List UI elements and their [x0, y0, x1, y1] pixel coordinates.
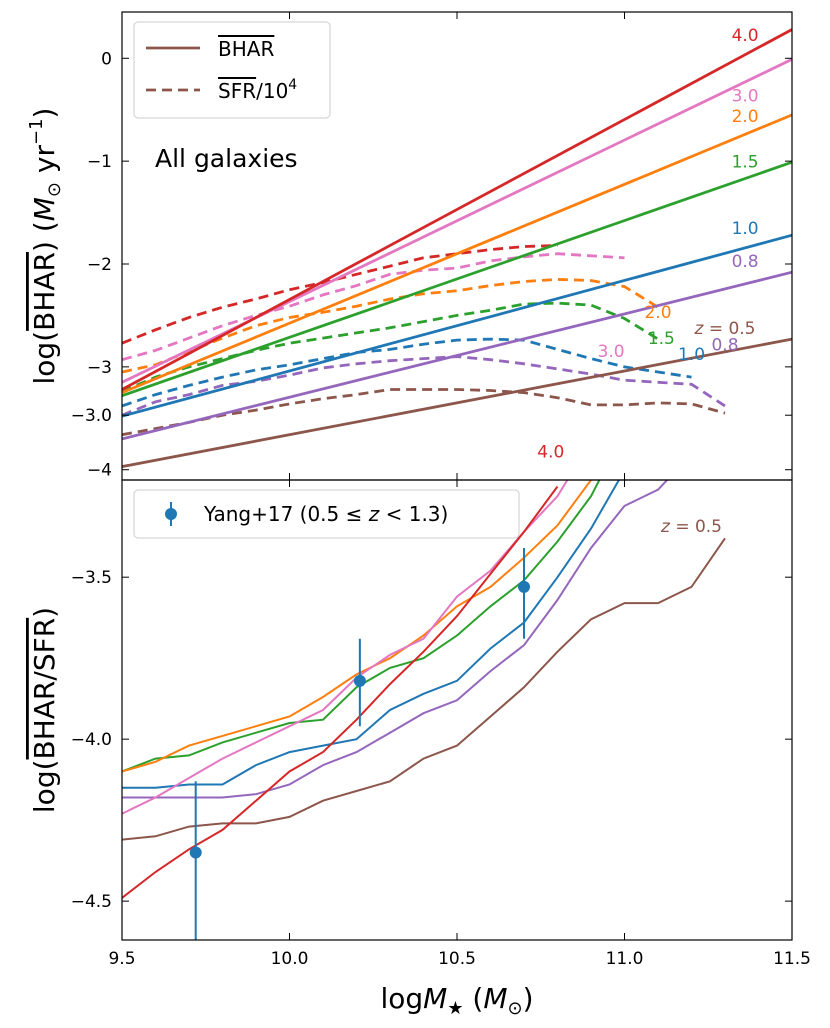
- top-solid-line-z-1-5: [122, 160, 792, 398]
- x-tick-label: 10.0: [271, 949, 309, 969]
- bottom-ratio-line-z-2-0: [122, 480, 593, 773]
- bottom-series-label-z-0-5: z = 0.5: [660, 517, 722, 537]
- top-dashed-line-z-3-0: [122, 252, 625, 362]
- bottom-ratio-line-z-0-8: [122, 480, 669, 799]
- top-series-label-z-0-8: 0.8: [732, 252, 759, 272]
- top-dashed-line-z-2-0: [122, 277, 659, 374]
- top-y-tick-label: −4: [87, 461, 112, 481]
- yang17-points: [189, 548, 530, 940]
- yang17-point: [353, 674, 366, 687]
- top-series-label-z-1-0: 1.0: [732, 219, 759, 239]
- bottom-axes-frame: [121, 479, 793, 941]
- yang17-point: [189, 846, 202, 859]
- bottom-ratio-line-z-0-5: [122, 537, 726, 841]
- yang17-point: [518, 580, 530, 593]
- x-tick-label: 9.5: [108, 949, 135, 969]
- bottom-plot-area: [122, 480, 726, 899]
- bottom-series-label-z-0-8: 0.8: [711, 335, 738, 355]
- bottom-y-tick-label: −4.0: [71, 730, 112, 750]
- top-plot-area: [122, 28, 792, 468]
- bottom-ratio-line-z-1-5: [122, 480, 601, 773]
- bottom-panel: z = 0.50.81.01.52.03.04.0 −3.0−3.5−4.0−4…: [28, 303, 811, 1019]
- bottom-series-labels: z = 0.5 0.8 1.01.5 2.0 3.0 4.0: [537, 303, 738, 537]
- top-series-label-z-0-5: z = 0.5: [693, 319, 755, 339]
- legend-yang17-label: Yang+17 (0.5 ≤ z < 1.3): [203, 502, 448, 526]
- bottom-legend: Yang+17 (0.5 ≤ z < 1.3): [133, 489, 520, 539]
- bottom-y-axis-label: log(BHAR/SFR): [28, 607, 61, 813]
- x-tick-label: 10.5: [438, 949, 476, 969]
- top-y-ticks: 0 −1 −2 −3 −4: [87, 12, 793, 481]
- top-y-tick-label: −3: [87, 358, 112, 378]
- top-dashed-line-z-0-5: [122, 388, 726, 437]
- bottom-y-tick-label: −3.0: [71, 406, 112, 426]
- top-panel: z = 0.50.81.01.52.03.04.0 0−1−2−3−4 All …: [26, 12, 793, 481]
- bottom-series-label-z-1-0: 1.0: [678, 345, 705, 365]
- top-y-axis-label: log(BHAR) (M⊙ yr−1): [26, 108, 65, 385]
- top-dashed-line-z-1-0: [122, 337, 692, 408]
- bottom-y-tick-label: −3.5: [71, 568, 112, 588]
- bottom-series-label-z-2-0: 2.0: [644, 303, 671, 323]
- bottom-legend-frame: [133, 489, 520, 539]
- bottom-series-label-z-1-5: 1.5: [648, 329, 675, 349]
- bottom-y-ticks: −3.0 −3.5 −4.0 −4.5: [71, 406, 792, 912]
- top-series-labels: z = 0.5 0.8 1.0 1.5 2.03.0 4.0: [693, 26, 758, 339]
- x-tick-label: 11.0: [606, 949, 644, 969]
- top-y-tick-label: −2: [87, 255, 112, 275]
- top-legend: BHAR SFR/104: [133, 21, 331, 119]
- top-dashed-line-z-0-8: [122, 355, 726, 417]
- legend-point-marker: [165, 508, 177, 520]
- x-axis-label: logM★ (M⊙): [380, 982, 533, 1019]
- top-solid-line-z-2-0: [122, 113, 792, 394]
- top-y-tick-label: −1: [87, 152, 112, 172]
- bottom-series-label-z-4-0: 4.0: [537, 442, 564, 462]
- top-dashed-line-z-1-5: [122, 301, 659, 393]
- bottom-series-label-z-3-0: 3.0: [598, 342, 625, 362]
- top-series-label-z-3-0: 3.0: [732, 86, 759, 106]
- top-series-label-z-4-0: 4.0: [732, 26, 759, 46]
- top-solid-line-z-0-8: [122, 270, 792, 441]
- x-ticks: 9.5 10.0 10.5 11.0 11.5: [108, 480, 811, 969]
- top-solid-line-z-0-5: [122, 337, 792, 468]
- bottom-ratio-line-z-1-0: [122, 480, 621, 789]
- top-legend-frame: [133, 21, 331, 119]
- top-solid-line-z-1-0: [122, 233, 792, 418]
- top-series-label-z-1-5: 1.5: [732, 152, 759, 172]
- legend-sfr-label: SFR/104: [218, 77, 297, 103]
- top-series-label-z-2-0: 2.0: [732, 107, 759, 127]
- top-y-tick-label: 0: [101, 49, 112, 69]
- legend-bhar-label: BHAR: [218, 37, 274, 61]
- top-solid-line-z-4-0: [122, 28, 792, 391]
- bottom-ratio-line-z-3-0: [122, 480, 569, 815]
- top-annotation: All galaxies: [155, 144, 298, 173]
- x-tick-label: 11.5: [773, 949, 811, 969]
- bottom-y-tick-label: −4.5: [71, 892, 112, 912]
- bottom-ratio-line-z-4-0: [122, 485, 559, 899]
